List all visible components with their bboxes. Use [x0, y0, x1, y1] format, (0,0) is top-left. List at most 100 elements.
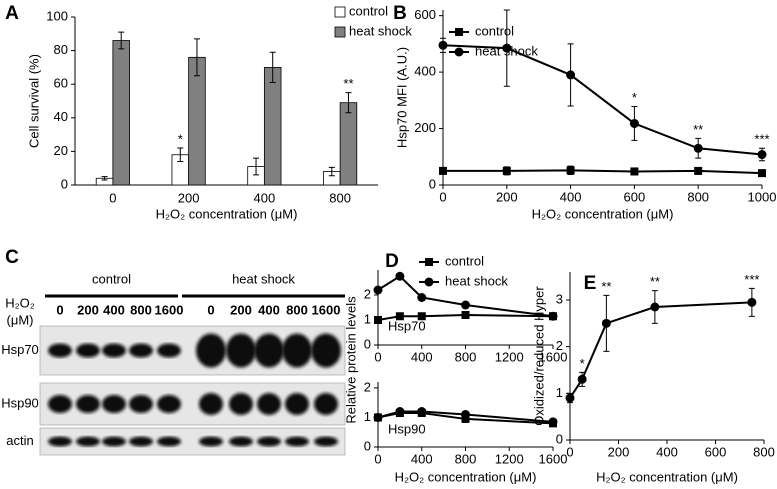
- blot-band: [129, 395, 153, 413]
- blot-band: [76, 395, 100, 413]
- bar: [188, 56, 206, 186]
- annotation: *: [632, 90, 637, 105]
- blot-band: [76, 343, 100, 358]
- x-tick-label: 200: [608, 444, 630, 459]
- point: [565, 393, 575, 403]
- error-bar: [193, 38, 200, 77]
- y-tick-label: 0: [429, 176, 436, 191]
- y-axis-label: Cell survival (%): [26, 54, 41, 148]
- annotation: *: [178, 131, 183, 146]
- legend-label: heat shock: [475, 43, 538, 58]
- point: [693, 143, 703, 153]
- x-tick-label: 800: [753, 444, 775, 459]
- lane-label: 400: [103, 302, 125, 317]
- blot-band: [102, 395, 126, 413]
- point: [373, 285, 383, 295]
- blot-band: [157, 436, 181, 447]
- x-axis-label: H₂O₂ concentration (μM): [395, 469, 537, 484]
- blot-band: [102, 436, 126, 447]
- legend-swatch: [334, 6, 346, 18]
- x-tick-label: 0: [566, 444, 573, 459]
- lane-label: 1600: [155, 302, 184, 317]
- blot-band: [257, 393, 281, 415]
- y-tick-label: 1: [364, 409, 371, 424]
- x-tick-label: 400: [560, 189, 582, 204]
- blot-band: [282, 333, 312, 368]
- blot-band: [48, 436, 72, 447]
- point: [502, 43, 512, 53]
- point: [395, 312, 404, 321]
- y-tick-label: 0: [364, 438, 371, 453]
- blot-band: [102, 343, 126, 358]
- point: [629, 118, 639, 128]
- blot-band: [199, 436, 223, 447]
- point: [439, 166, 447, 175]
- error-bar: [328, 166, 335, 177]
- bar: [339, 102, 358, 186]
- point: [417, 312, 426, 321]
- x-tick-label: 1600: [539, 349, 568, 364]
- annotation: ***: [754, 132, 769, 147]
- blot-band: [48, 395, 72, 413]
- group-label: heat shock: [232, 271, 295, 286]
- point: [461, 410, 470, 419]
- point: [577, 374, 587, 384]
- legend-marker: [424, 277, 434, 287]
- blot-band: [285, 436, 309, 447]
- blot-band: [199, 393, 223, 415]
- x-tick-label: 1000: [748, 189, 777, 204]
- x-tick-label: 400: [254, 190, 276, 205]
- y-tick-label: 60: [54, 76, 68, 91]
- lane-label: 1600: [312, 302, 341, 317]
- blot-band: [226, 333, 256, 368]
- x-tick-label: 0: [374, 349, 381, 364]
- y-tick-label: 0: [364, 336, 371, 351]
- point: [502, 166, 511, 175]
- dose-label: (μM): [7, 312, 34, 327]
- bar: [112, 40, 130, 186]
- row-label: actin: [6, 433, 33, 448]
- x-tick-label: 800: [455, 349, 477, 364]
- group-label: control: [92, 271, 131, 286]
- x-axis-label: H₂O₂ concentration (μM): [532, 206, 674, 221]
- blot-band: [76, 436, 100, 447]
- inner-label: Hsp90: [388, 421, 426, 436]
- y-tick-label: 1: [364, 311, 371, 326]
- x-tick-label: 600: [624, 189, 646, 204]
- x-tick-label: 0: [374, 451, 381, 466]
- y-tick-label: 0: [61, 176, 68, 191]
- x-tick-label: 200: [178, 190, 200, 205]
- y-tick-label: 40: [54, 109, 68, 124]
- legend-marker: [455, 28, 463, 36]
- point: [548, 311, 558, 321]
- blot-band: [254, 333, 284, 368]
- blot-band: [48, 343, 72, 358]
- annotation: *: [580, 356, 585, 371]
- error-bar: [177, 147, 184, 162]
- x-tick-label: 1200: [495, 349, 524, 364]
- error-bar: [101, 176, 108, 181]
- panel-label: E: [584, 273, 597, 294]
- blot-band: [311, 333, 341, 368]
- y-axis-label: Relative protein levels: [343, 296, 358, 424]
- line: [569, 301, 752, 399]
- panel-label: A: [5, 3, 19, 24]
- legend-label: control: [445, 253, 484, 268]
- blot-band: [157, 395, 181, 413]
- lane-label: 800: [130, 302, 152, 317]
- point: [758, 169, 766, 178]
- x-tick-label: 800: [687, 189, 709, 204]
- annotation: **: [343, 76, 353, 91]
- x-tick-label: 1200: [495, 451, 524, 466]
- blot-band: [196, 333, 226, 368]
- annotation: **: [650, 274, 660, 289]
- blot-band: [129, 343, 153, 358]
- point: [566, 166, 575, 175]
- point: [601, 318, 611, 328]
- blot-band: [314, 436, 338, 447]
- point: [566, 70, 576, 80]
- point: [395, 271, 405, 281]
- x-tick-label: 600: [705, 444, 727, 459]
- lane-label: 200: [77, 302, 99, 317]
